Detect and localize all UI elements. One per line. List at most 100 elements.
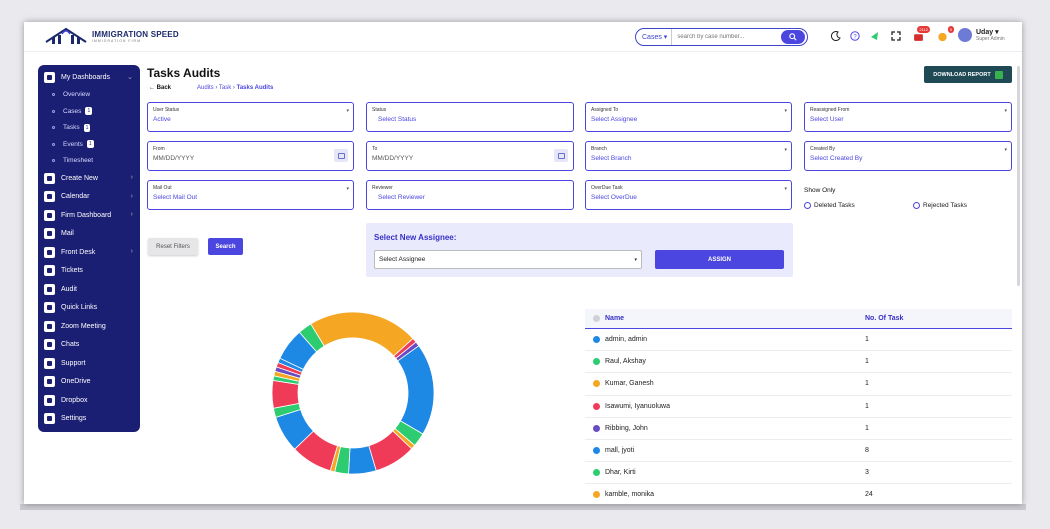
search-input[interactable] xyxy=(672,34,781,40)
show-only-label: Show Only xyxy=(804,187,836,194)
user-menu[interactable]: Uday ▾ Super Admin xyxy=(958,28,1005,42)
row-count: 24 xyxy=(865,491,873,499)
sidebar-item-mail[interactable]: Mail xyxy=(38,225,140,244)
legend-dot xyxy=(593,491,600,499)
field-value: MM/DD/YYYY xyxy=(372,155,414,162)
row-name: Raul, Akshay xyxy=(605,358,646,366)
rejected-tasks-radio[interactable]: Rejected Tasks xyxy=(913,202,967,209)
sidebar-sub-label: Tasks xyxy=(63,124,80,132)
sidebar-item-quick-links[interactable]: Quick Links xyxy=(38,299,140,318)
search-filters-button[interactable]: Search xyxy=(208,238,243,255)
sidebar-item-onedrive[interactable]: OneDrive xyxy=(38,373,140,392)
table-row[interactable]: admin, admin 1 xyxy=(585,329,1012,352)
help-icon[interactable]: ? xyxy=(849,30,861,42)
sidebar-item-dropbox[interactable]: Dropbox xyxy=(38,391,140,410)
reset-filters-button[interactable]: Reset Filters xyxy=(148,238,198,255)
donut-slice[interactable] xyxy=(310,311,414,357)
caret-down-icon: ▾ xyxy=(784,186,787,192)
sidebar-item-firm-dashboard[interactable]: Firm Dashboard › xyxy=(38,206,140,225)
table-row[interactable]: kamble, monika 24 xyxy=(585,484,1012,504)
caret-down-icon: ▾ xyxy=(784,147,787,153)
user-status-select[interactable]: User Status Active ▾ xyxy=(147,102,354,132)
sidebar-item-zoom-meeting[interactable]: Zoom Meeting xyxy=(38,317,140,336)
alarm-icon[interactable]: 0 xyxy=(936,26,954,42)
reviewer-select[interactable]: Reviewer Select Reviewer xyxy=(366,180,574,210)
table-row[interactable]: mall, jyoti 8 xyxy=(585,440,1012,463)
row-count: 1 xyxy=(865,402,869,410)
breadcrumb: Audits › Task › Tasks Audits xyxy=(197,85,274,91)
field-label: Reassigned From xyxy=(810,107,850,113)
branch-select[interactable]: Branch Select Branch ▾ xyxy=(585,141,792,171)
user-name: Uday xyxy=(976,29,994,36)
sidebar-item-label: My Dashboards xyxy=(61,73,111,81)
row-count: 1 xyxy=(865,336,869,344)
table-row[interactable]: Raul, Akshay 1 xyxy=(585,351,1012,374)
sidebar-item-front-desk[interactable]: Front Desk › xyxy=(38,243,140,262)
sidebar-sub-events[interactable]: Events 1 xyxy=(38,136,140,153)
count-badge: 1 xyxy=(85,107,93,116)
donut-slice[interactable] xyxy=(271,379,300,409)
count-badge: 1 xyxy=(83,123,91,132)
overdue-select[interactable]: OverDue Task Select OverDue ▾ xyxy=(585,180,792,210)
sidebar-item-audit[interactable]: Audit xyxy=(38,280,140,299)
announce-icon[interactable] xyxy=(869,30,881,42)
breadcrumb-task[interactable]: Task xyxy=(218,85,232,91)
count-badge: 1 xyxy=(86,140,94,149)
donut-slice[interactable] xyxy=(298,323,325,353)
sidebar-item-my-dashboards[interactable]: My Dashboards ⌄ xyxy=(38,68,140,87)
created-by-select[interactable]: Created By Select Created By ▾ xyxy=(804,141,1012,171)
field-label: Created By xyxy=(810,146,836,152)
field-value: Select OverDue xyxy=(591,194,637,201)
field-label: User Status xyxy=(153,107,180,113)
donut-slice[interactable] xyxy=(397,345,435,435)
sidebar-item-tickets[interactable]: Tickets xyxy=(38,262,140,281)
search-button[interactable] xyxy=(781,30,805,44)
sidebar-sub-overview[interactable]: Overview xyxy=(38,87,140,104)
to-date-field[interactable]: To MM/DD/YYYY xyxy=(366,141,574,171)
notifications-icon[interactable]: 2112 xyxy=(912,26,930,42)
download-report-button[interactable]: DOWNLOAD REPORT xyxy=(924,66,1012,83)
legend-dot xyxy=(593,336,600,344)
search-category-select[interactable]: Cases ▾ xyxy=(636,29,673,45)
row-name: admin, admin xyxy=(605,336,648,344)
sidebar-item-support[interactable]: Support xyxy=(38,354,140,373)
calendar-icon[interactable] xyxy=(334,149,348,162)
sidebar-sub-cases[interactable]: Cases 1 xyxy=(38,103,140,120)
assigned-to-select[interactable]: Assigned To Select Assignee ▾ xyxy=(585,102,792,132)
fullscreen-icon[interactable] xyxy=(890,30,902,42)
dark-mode-icon[interactable] xyxy=(830,30,842,42)
table-row[interactable]: Kumar, Ganesh 1 xyxy=(585,373,1012,396)
col-count-header[interactable]: No. Of Task xyxy=(865,315,904,322)
scrollbar[interactable] xyxy=(1017,66,1020,286)
col-name-header[interactable]: Name xyxy=(605,315,625,322)
assignee-table: Name No. Of Task admin, admin 1 Raul, Aksh… xyxy=(585,309,1012,504)
sidebar-item-chats[interactable]: Chats xyxy=(38,336,140,355)
table-row[interactable]: Ribbing, John 1 xyxy=(585,418,1012,440)
sidebar-sub-tasks[interactable]: Tasks 1 xyxy=(38,120,140,137)
mail-out-select[interactable]: Mail Out Select Mail Out ▾ xyxy=(147,180,354,210)
calendar-icon[interactable] xyxy=(554,149,568,162)
reassigned-from-select[interactable]: Reassigned From Select User ▾ xyxy=(804,102,1012,132)
sidebar-sub-label: Cases xyxy=(63,107,82,115)
table-row[interactable]: Dhar, Kirti 3 xyxy=(585,462,1012,485)
avatar xyxy=(958,28,972,42)
sidebar-item-label: Calendar xyxy=(61,193,90,201)
from-date-field[interactable]: From MM/DD/YYYY xyxy=(147,141,354,171)
status-select[interactable]: Status Select Status xyxy=(366,102,574,132)
deleted-tasks-radio[interactable]: Deleted Tasks xyxy=(804,202,855,209)
table-row[interactable]: Isawumi, Iyanuoluwa 1 xyxy=(585,396,1012,418)
assignee-select[interactable]: Select Assignee ▾ xyxy=(374,250,642,269)
brand-logo[interactable]: IMMIGRATION SPEED IMMIGRATION FIRM xyxy=(44,26,179,46)
sidebar-item-create-new[interactable]: Create New › xyxy=(38,169,140,188)
assign-button[interactable]: ASSIGN xyxy=(655,250,784,269)
caret-down-icon: ▾ xyxy=(346,186,349,192)
sidebar-item-settings[interactable]: Settings xyxy=(38,410,140,429)
sidebar-sub-timesheet[interactable]: Timesheet xyxy=(38,153,140,170)
chevron-right-icon: › xyxy=(130,174,133,181)
breadcrumb-audits[interactable]: Audits xyxy=(197,85,214,91)
chat-icon xyxy=(44,339,55,351)
sidebar: My Dashboards ⌄ Overview Cases 1 Tasks 1 Ev… xyxy=(38,65,140,432)
back-link[interactable]: ← Back xyxy=(149,85,172,91)
sidebar-item-calendar[interactable]: Calendar › xyxy=(38,188,140,207)
field-label: Assigned To xyxy=(591,107,619,113)
